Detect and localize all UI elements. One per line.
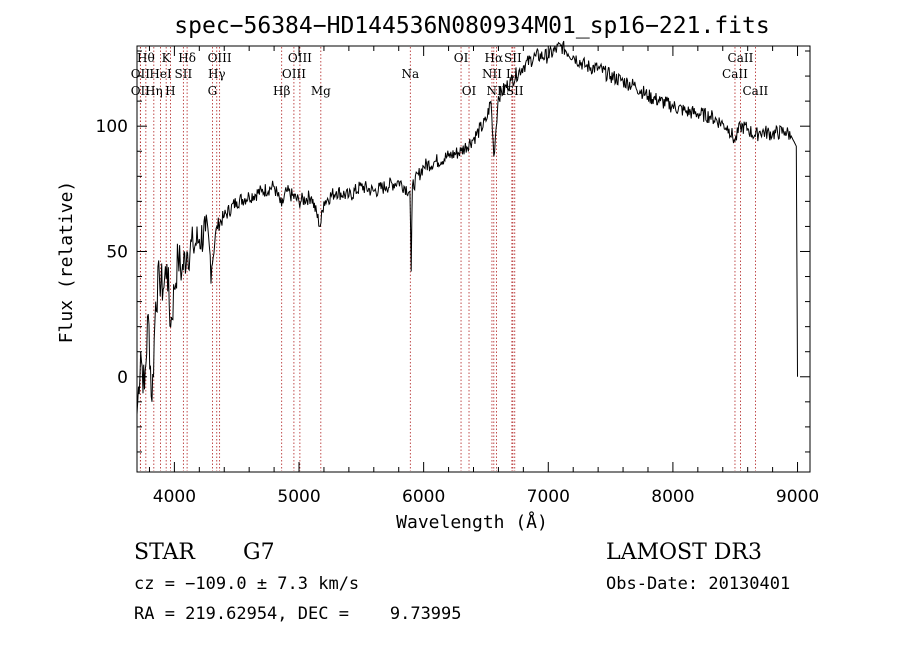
y-axis-label: Flux (relative) — [56, 181, 77, 344]
line-marker-label: Hγ — [208, 67, 226, 81]
line-marker-label: OI — [454, 51, 469, 65]
line-markers — [139, 47, 756, 471]
object-class: STAR — [134, 540, 196, 565]
line-marker-label: NII — [482, 67, 502, 81]
x-axis-ticks: 4000 5000 6000 7000 8000 9000 — [148, 46, 819, 507]
line-marker-label: SII — [506, 84, 524, 98]
line-marker-label: HeI — [149, 67, 172, 81]
line-marker-label: OII — [131, 67, 151, 81]
line-marker-label: Mg — [311, 84, 331, 98]
line-marker-label: CaII — [742, 84, 768, 98]
x-tick-label: 4000 — [153, 487, 196, 507]
line-marker-label: Na — [401, 67, 419, 81]
y-tick-label: 100 — [96, 117, 128, 137]
y-tick-label: 50 — [106, 242, 128, 262]
line-marker-label: K — [162, 51, 172, 65]
x-tick-label: 8000 — [651, 487, 694, 507]
line-marker-label: G — [208, 84, 218, 98]
x-tick-label: 6000 — [402, 487, 445, 507]
line-marker-label: OIII — [282, 67, 306, 81]
line-marker-label: SII — [504, 51, 522, 65]
line-marker-label: H — [165, 84, 175, 98]
flux-series-line — [136, 40, 798, 415]
chart-title: spec−56384−HD144536N080934M01_sp16−221.f… — [174, 13, 769, 39]
x-tick-label: 5000 — [277, 487, 320, 507]
x-tick-label: 7000 — [527, 487, 570, 507]
line-marker-label: SII — [175, 67, 193, 81]
object-subclass: G7 — [243, 540, 275, 565]
line-marker-label: OIII — [208, 51, 232, 65]
coordinates: RA = 219.62954, DEC = 9.73995 — [134, 604, 462, 624]
y-tick-label: 0 — [117, 368, 128, 388]
line-marker-label: Hα — [485, 51, 504, 65]
line-marker-label: OII — [131, 84, 151, 98]
redshift-cz: cz = −109.0 ± 7.3 km/s — [134, 574, 359, 594]
line-marker-label: CaII — [728, 51, 754, 65]
line-marker-label: OI — [462, 84, 477, 98]
obs-date: Obs-Date: 20130401 — [606, 574, 790, 594]
survey-name: LAMOST DR3 — [606, 540, 762, 565]
line-marker-label: OIII — [288, 51, 312, 65]
plot-frame — [136, 45, 811, 473]
x-axis-label: Wavelength (Å) — [396, 511, 548, 533]
line-marker-label: Hβ — [273, 84, 290, 98]
x-tick-label: 9000 — [776, 487, 819, 507]
line-marker-label: Hδ — [178, 51, 196, 65]
line-marker-label: CaII — [722, 67, 748, 81]
line-marker-label: Hθ — [137, 51, 155, 65]
line-marker-label: Li — [506, 67, 518, 81]
y-axis-ticks: 0 50 100 — [96, 50, 810, 453]
line-marker-label: Hη — [145, 84, 163, 98]
